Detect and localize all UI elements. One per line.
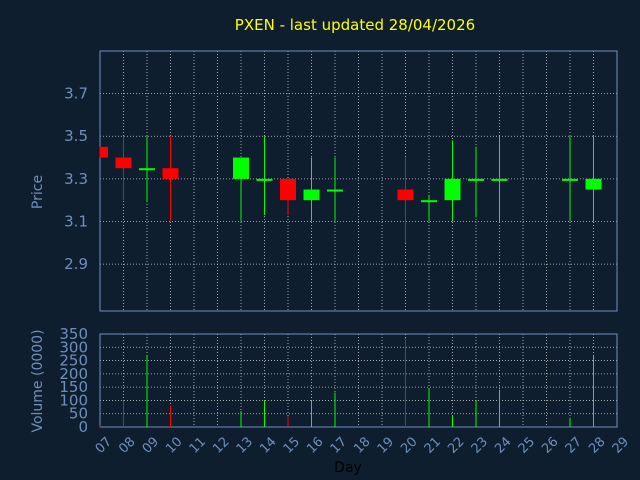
candle bbox=[562, 136, 578, 222]
price-tick-label: 2.9 bbox=[64, 255, 88, 273]
candle bbox=[115, 136, 132, 201]
x-tick-label: 14 bbox=[257, 434, 279, 456]
x-tick-label: 22 bbox=[445, 434, 467, 456]
x-tick-label: 20 bbox=[398, 434, 420, 456]
price-y-axis: 2.9 3.1 3.3 3.5 3.7 bbox=[64, 85, 88, 273]
x-tick-label: 29 bbox=[610, 434, 632, 456]
price-tick-label: 3.1 bbox=[64, 212, 88, 230]
x-tick-label: 08 bbox=[116, 434, 138, 456]
candle bbox=[468, 146, 484, 218]
price-tick-label: 3.3 bbox=[64, 170, 88, 188]
x-tick-label: 28 bbox=[586, 434, 608, 456]
candle-body bbox=[256, 178, 273, 181]
x-tick-label: 09 bbox=[140, 434, 162, 456]
candle-body bbox=[444, 178, 461, 201]
candle-body bbox=[585, 178, 602, 190]
candle bbox=[233, 157, 249, 222]
candle-body bbox=[139, 168, 155, 171]
x-tick-label: 11 bbox=[187, 434, 209, 456]
x-tick-label: 13 bbox=[234, 434, 256, 456]
candle-body bbox=[562, 178, 578, 181]
volume-panel-frame bbox=[99, 333, 618, 428]
candle bbox=[303, 157, 320, 222]
candle bbox=[585, 136, 602, 222]
candles bbox=[99, 136, 602, 243]
candle-body bbox=[162, 168, 179, 179]
candle-body bbox=[327, 189, 343, 192]
candle bbox=[256, 136, 273, 216]
volume-bars bbox=[99, 337, 594, 427]
x-tick-label: 23 bbox=[469, 434, 491, 456]
candle-body bbox=[303, 189, 320, 201]
x-tick-label: 24 bbox=[492, 434, 514, 456]
candle-body bbox=[280, 178, 296, 201]
x-tick-label: 16 bbox=[304, 434, 326, 456]
x-axis-label: Day bbox=[334, 460, 362, 476]
candle-body bbox=[491, 178, 508, 181]
volume-tick-label: 0 bbox=[78, 418, 88, 436]
x-tick-label: 18 bbox=[351, 434, 373, 456]
x-tick-label: 07 bbox=[93, 434, 115, 456]
candle-body bbox=[468, 178, 484, 181]
x-tick-label: 17 bbox=[328, 434, 350, 456]
x-tick-label: 19 bbox=[375, 434, 397, 456]
x-tick-label: 27 bbox=[563, 434, 585, 456]
candle bbox=[421, 195, 437, 222]
volume-tick-label: 200 bbox=[59, 365, 88, 383]
candle-body bbox=[100, 146, 108, 158]
candle bbox=[491, 136, 508, 222]
price-tick-label: 3.7 bbox=[64, 85, 88, 103]
price-tick-label: 3.5 bbox=[64, 127, 88, 145]
candle bbox=[444, 140, 461, 222]
candle-body bbox=[233, 157, 249, 179]
volume-axis-label: Volume (0000) bbox=[30, 329, 46, 432]
candle bbox=[397, 157, 414, 243]
candle bbox=[280, 178, 296, 216]
price-panel-frame bbox=[99, 50, 618, 312]
candle bbox=[139, 136, 155, 203]
x-tick-label: 25 bbox=[516, 434, 538, 456]
volume-tick-label: 300 bbox=[59, 338, 88, 356]
candle-body bbox=[115, 157, 132, 169]
x-axis: 07 08 09 10 11 12 13 14 15 16 17 18 19 20 21 22 23 24 25 26… bbox=[93, 434, 632, 456]
candle-body bbox=[421, 200, 437, 203]
x-tick-label: 12 bbox=[210, 434, 232, 456]
candle bbox=[99, 146, 108, 158]
candle bbox=[327, 157, 343, 222]
x-tick-label: 15 bbox=[281, 434, 303, 456]
volume-tick-label: 150 bbox=[59, 378, 88, 396]
x-tick-label: 10 bbox=[163, 434, 185, 456]
volume-tick-label: 250 bbox=[59, 352, 88, 370]
price-axis-label: Price bbox=[30, 175, 46, 209]
price-grid bbox=[99, 51, 618, 311]
volume-tick-label: 350 bbox=[59, 325, 88, 343]
x-tick-label: 21 bbox=[422, 434, 444, 456]
candle-body bbox=[397, 189, 414, 201]
volume-tick-label: 50 bbox=[69, 405, 88, 423]
x-tick-label: 26 bbox=[539, 434, 561, 456]
candle bbox=[162, 136, 179, 222]
volume-grid bbox=[99, 334, 618, 427]
volume-tick-label: 100 bbox=[59, 391, 88, 409]
chart-title: PXEN - last updated 28/04/2026 bbox=[235, 16, 475, 34]
